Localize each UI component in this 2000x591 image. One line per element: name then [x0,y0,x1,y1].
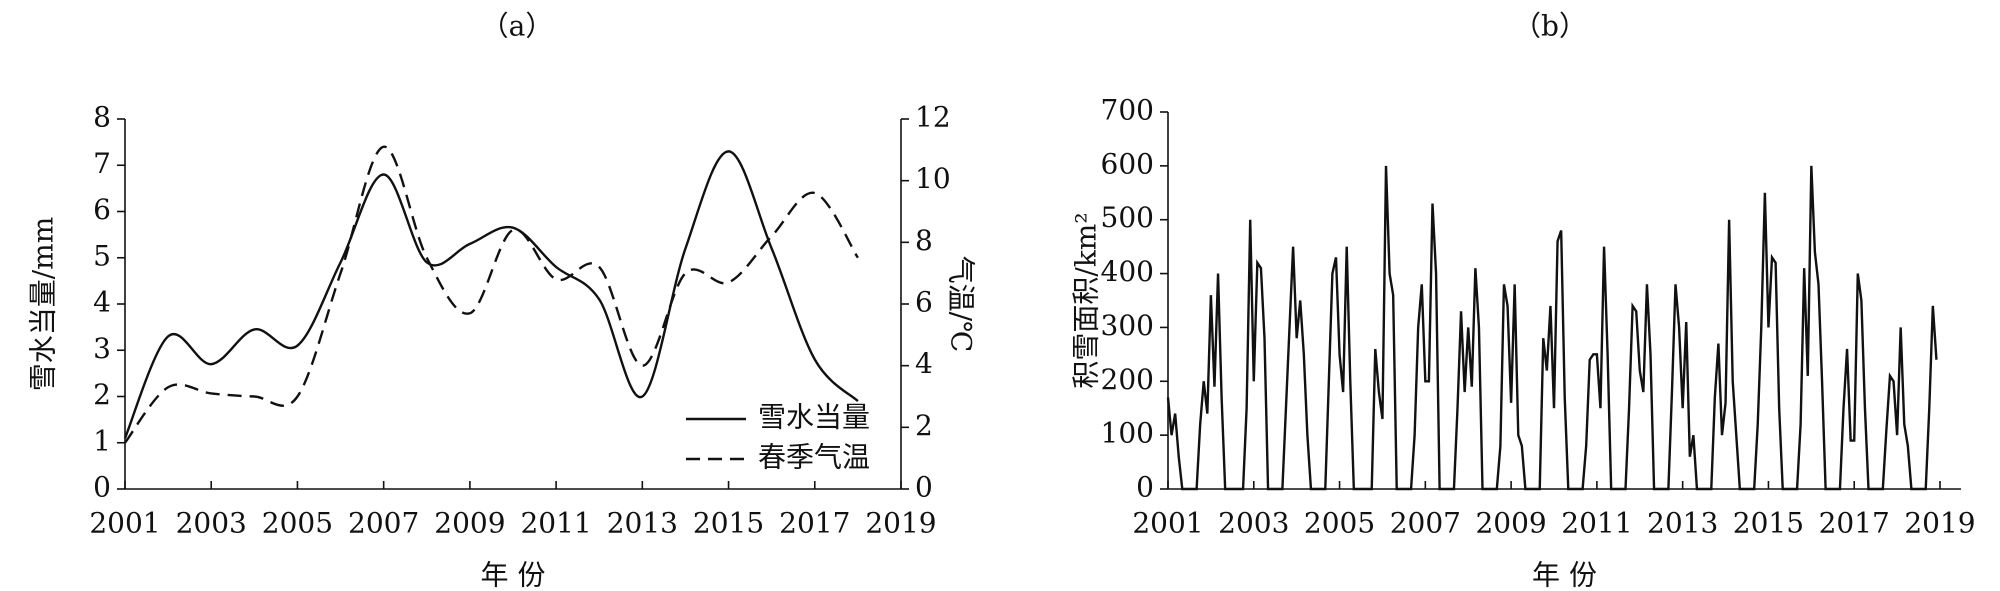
y2-tick-label: 6 [915,286,933,319]
chart: （b） 0 100 200 300 400 500 600 700 2001 2003 2005 200… [1070,10,1976,591]
x-tick-label: 2009 [434,507,505,540]
y2-tick-label: 10 [915,162,951,195]
x-tick-label: 2005 [262,507,333,540]
y2-tick-label: 4 [915,347,933,380]
y-tick-label: 300 [1101,309,1154,342]
y-axis-label: 雪水当量/mm [27,217,60,392]
x-tick-label: 2003 [1218,507,1289,540]
legend-label: 春季气温 [758,441,870,474]
x-tick-label: 2015 [693,507,764,540]
series-line [124,145,859,444]
y-tick-label: 2 [93,378,111,411]
x-tick-label: 2013 [1647,507,1718,540]
chart-title: （a） [481,10,554,43]
y2-tick-label: 8 [915,224,933,257]
legend-label: 雪水当量 [758,401,870,434]
x-tick-label: 2007 [348,507,419,540]
y-tick-label: 0 [1136,471,1154,504]
y-tick-label: 500 [1101,201,1154,234]
y-tick-label: 4 [93,286,111,319]
y-tick-label: 3 [93,332,111,365]
x-tick-label: 2003 [176,507,247,540]
x-axis-label: 年 份 [481,559,546,591]
series-line [1166,165,1938,491]
x-tick-label: 2001 [89,507,160,540]
y-tick-label: 6 [93,193,111,226]
y2-tick-label: 2 [915,409,933,442]
x-tick-label: 2017 [1819,507,1890,540]
series-line [123,150,859,439]
y-tick-label: 5 [93,239,111,272]
x-tick-label: 2019 [865,507,936,540]
y-tick-label: 7 [93,147,111,180]
x-tick-label: 2011 [520,507,591,540]
x-tick-label: 2015 [1733,507,1804,540]
y-tick-label: 400 [1101,255,1154,288]
chart-title: （b） [1513,10,1587,43]
y-tick-label: 200 [1101,363,1154,396]
x-axis-label: 年 份 [1532,559,1597,591]
y-tick-label: 600 [1101,147,1154,180]
x-tick-label: 2011 [1561,507,1632,540]
x-tick-label: 2007 [1390,507,1461,540]
x-tick-label: 2019 [1904,507,1975,540]
x-tick-label: 2013 [607,507,678,540]
y-axis-label: 积雪面积/km² [1070,212,1103,388]
y-tick-label: 1 [93,424,111,457]
x-tick-label: 2017 [779,507,850,540]
x-tick-label: 2009 [1475,507,1546,540]
x-tick-label: 2005 [1304,507,1375,540]
y-tick-label: 100 [1101,417,1154,450]
y2-axis-label: 气温/℃ [945,256,978,353]
y-tick-label: 700 [1101,94,1154,127]
x-tick-label: 2001 [1132,507,1203,540]
y2-tick-label: 0 [915,471,933,504]
y-tick-label: 0 [93,471,111,504]
y-tick-label: 8 [93,101,111,134]
y2-tick-label: 12 [915,101,951,134]
